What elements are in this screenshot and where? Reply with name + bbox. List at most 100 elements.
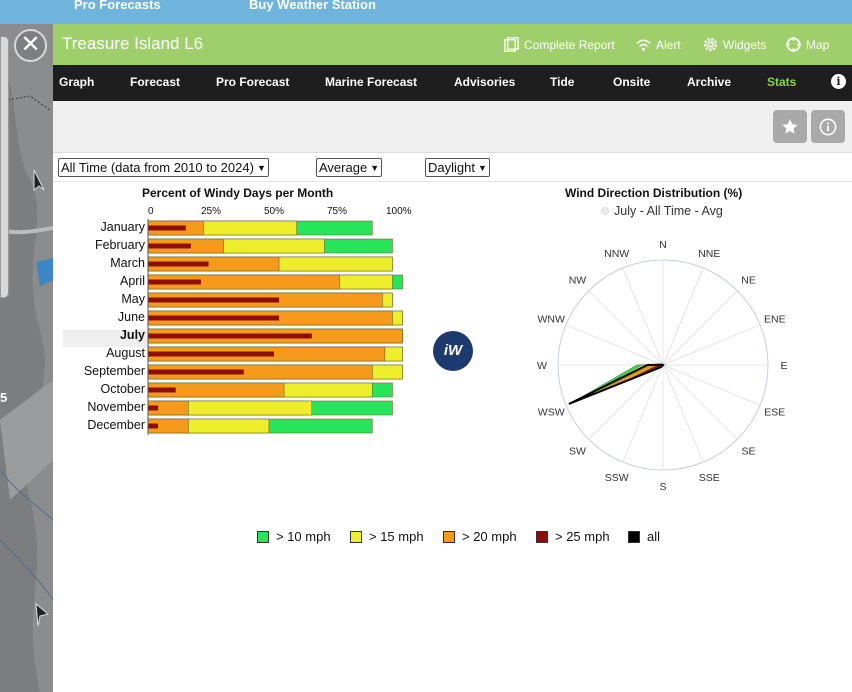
wind-rose-subtitle: July - All Time - Avg	[601, 204, 723, 218]
legend-item[interactable]: > 15 mph	[350, 529, 424, 544]
bar-25mph[interactable]	[148, 243, 191, 249]
info-icon[interactable]: i	[831, 74, 846, 89]
direction-label: ENE	[764, 314, 786, 326]
legend-item[interactable]: > 10 mph	[257, 529, 331, 544]
wind-rose-title: Wind Direction Distribution (%)	[565, 186, 743, 200]
bar-25mph[interactable]	[148, 261, 209, 267]
statistic-select[interactable]: Average ▼	[316, 158, 383, 177]
direction-label: NNW	[604, 248, 629, 260]
direction-label: E	[780, 360, 787, 372]
wind-direction-rose: N NNE NE ENE E ESE SE SSE S SSW SW WSW W WNW NW NNW	[537, 239, 787, 493]
legend-swatch	[443, 530, 455, 543]
bar-25mph[interactable]	[148, 315, 280, 321]
x-tick-label: 0	[148, 206, 154, 217]
bar-25mph[interactable]	[148, 405, 159, 411]
legend-swatch	[257, 530, 269, 543]
legend-label: > 25 mph	[555, 529, 610, 544]
direction-label: NE	[741, 274, 756, 286]
bar-25mph[interactable]	[148, 369, 244, 375]
legend-dot	[601, 207, 609, 215]
month-label: April	[119, 274, 145, 288]
info-button[interactable]	[811, 110, 845, 143]
bar-25mph[interactable]	[148, 297, 280, 303]
rose-spoke	[662, 290, 738, 366]
direction-label: ESE	[764, 406, 785, 418]
legend-label: > 15 mph	[369, 529, 424, 544]
range-select[interactable]: All Time (data from 2010 to 2024) ▼	[58, 158, 269, 177]
tab-archive[interactable]: Archive	[687, 75, 732, 89]
month-label: August	[106, 346, 145, 360]
windy-days-bar-chart	[147, 219, 403, 435]
bar-25mph[interactable]	[148, 423, 159, 429]
tab-pro-forecast[interactable]: Pro Forecast	[216, 75, 290, 89]
page-title: Treasure Island L6	[62, 34, 204, 53]
toolbar	[53, 101, 852, 153]
tab-tide[interactable]: Tide	[550, 75, 575, 89]
buy-weather-station-link[interactable]: Buy Weather Station	[249, 0, 376, 12]
legend-label: > 20 mph	[462, 529, 517, 544]
close-button[interactable]: ✕	[14, 29, 47, 62]
station-panel: Treasure Island L6 Complete Report Alert…	[53, 24, 852, 692]
chevron-down-icon: ▼	[477, 162, 487, 173]
bar-25mph[interactable]	[148, 333, 312, 339]
rose-spoke	[588, 364, 664, 440]
star-icon	[782, 118, 798, 134]
month-label: May	[121, 292, 145, 306]
tab-onsite[interactable]: Onsite	[613, 75, 651, 89]
rose-series-all[interactable]	[568, 363, 665, 405]
direction-label: NNE	[698, 248, 720, 260]
month-label: October	[100, 382, 145, 396]
info-circle-icon	[819, 118, 837, 135]
direction-label: WSW	[538, 406, 565, 418]
x-tick-label: 75%	[327, 206, 348, 217]
complete-report-link[interactable]: Complete Report	[503, 36, 615, 53]
tab-marine-forecast[interactable]: Marine Forecast	[325, 75, 418, 89]
legend-swatch	[628, 530, 640, 543]
direction-label: SSW	[605, 472, 629, 484]
direction-label: SSE	[699, 472, 720, 484]
rose-spoke	[662, 324, 761, 366]
favorite-button[interactable]	[773, 110, 807, 143]
tab-graph[interactable]: Graph	[59, 75, 95, 89]
map-label: 5	[0, 390, 8, 405]
side-panel-edge[interactable]	[0, 36, 9, 298]
rose-spoke	[588, 290, 664, 366]
bar-25mph[interactable]	[148, 225, 186, 231]
widgets-link[interactable]: Widgets	[702, 36, 766, 53]
month-label: July	[119, 328, 145, 342]
direction-label: N	[659, 239, 667, 251]
legend-item[interactable]: > 25 mph	[536, 529, 610, 544]
tab-bar: Graph Forecast Pro Forecast Marine Forec…	[53, 65, 852, 101]
legend-item[interactable]: all	[628, 529, 660, 544]
rose-spoke	[662, 267, 704, 366]
report-icon	[504, 37, 519, 52]
month-label: September	[83, 364, 145, 378]
close-icon: ✕	[20, 31, 41, 58]
map-link[interactable]: Map	[785, 36, 829, 53]
tab-stats[interactable]: Stats	[767, 75, 797, 89]
alert-link[interactable]: Alert	[635, 36, 681, 53]
bar-25mph[interactable]	[148, 387, 176, 393]
bar-25mph[interactable]	[148, 351, 274, 357]
direction-label: NW	[569, 274, 587, 286]
rose-spoke	[622, 364, 664, 463]
period-select[interactable]: Daylight ▼	[425, 158, 490, 177]
tab-advisories[interactable]: Advisories	[454, 75, 516, 89]
chevron-down-icon: ▼	[370, 162, 380, 173]
month-label: January	[100, 220, 145, 234]
tab-forecast[interactable]: Forecast	[130, 75, 181, 89]
gear-icon	[703, 37, 718, 52]
legend-label: all	[647, 529, 661, 544]
bar-chart-title: Percent of Windy Days per Month	[142, 186, 334, 200]
month-label: February	[94, 238, 145, 252]
site-top-bar: Pro Forecasts Buy Weather Station	[0, 0, 852, 24]
highlight-row	[63, 330, 147, 347]
bar-25mph[interactable]	[148, 279, 201, 285]
legend-item[interactable]: > 20 mph	[443, 529, 517, 544]
crosshair-icon	[785, 36, 802, 53]
direction-label: S	[659, 481, 666, 493]
month-label: March	[110, 256, 145, 270]
divider	[53, 181, 852, 182]
pro-forecasts-link[interactable]: Pro Forecasts	[74, 0, 161, 12]
direction-label: WNW	[538, 314, 565, 326]
